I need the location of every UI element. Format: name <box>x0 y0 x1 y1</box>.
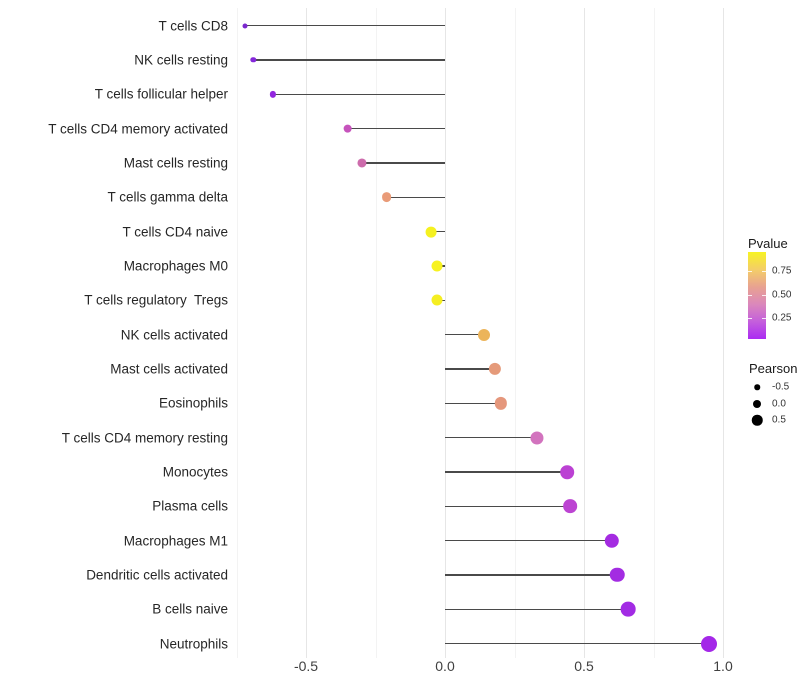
pearson-legend-key-dot <box>754 384 760 390</box>
x-tick-label: 1.0 <box>713 658 733 674</box>
lollipop-stem <box>445 471 568 473</box>
y-axis-label: Macrophages M0 <box>123 258 228 274</box>
colorbar-tick-mark <box>762 318 766 320</box>
y-axis-label: T cells regulatory Tregs <box>84 292 228 308</box>
y-axis-label: Monocytes <box>162 464 228 480</box>
y-axis-label: NK cells resting <box>134 52 228 68</box>
lollipop-dot <box>494 397 507 410</box>
lollipop-dot <box>357 158 367 168</box>
lollipop-stem <box>431 230 445 233</box>
lollipop-stem <box>445 574 618 576</box>
lollipop-dot <box>250 57 256 63</box>
lollipop-stem <box>347 127 445 130</box>
y-axis-label: Mast cells resting <box>123 155 228 171</box>
colorbar-tick-mark <box>748 294 752 296</box>
lollipop-dot <box>431 294 443 306</box>
gridline-minor <box>514 8 516 658</box>
pvalue-colorbar <box>748 252 766 339</box>
lollipop-dot <box>431 260 443 272</box>
y-axis-label: NK cells activated <box>120 327 228 343</box>
lollipop-stem <box>272 93 445 96</box>
y-axis-label: T cells CD4 memory resting <box>61 430 228 446</box>
lollipop-stem <box>445 608 629 611</box>
lollipop-stem <box>445 436 537 439</box>
y-axis-label: T cells CD8 <box>158 18 228 34</box>
lollipop-dot <box>621 601 636 617</box>
lollipop-dot <box>381 192 392 203</box>
lollipop-dot <box>242 23 248 29</box>
pearson-legend-key-dot <box>751 414 763 426</box>
colorbar-tick-mark <box>762 294 766 296</box>
lollipop-dot <box>343 124 353 134</box>
x-tick-label: 0.5 <box>574 658 594 674</box>
lollipop-dot <box>610 567 625 583</box>
y-axis-label: T cells follicular helper <box>94 86 228 102</box>
lollipop-stem <box>386 196 445 199</box>
y-axis-label: Neutrophils <box>159 636 228 652</box>
colorbar-tick-mark <box>762 271 766 273</box>
y-axis-label: T cells CD4 memory activated <box>48 121 228 137</box>
gridline-minor <box>653 8 655 658</box>
y-axis-label: Dendritic cells activated <box>86 567 228 583</box>
lollipop-stem <box>445 402 501 405</box>
lollipop-dot <box>563 499 577 514</box>
lollipop-stem <box>244 24 445 27</box>
lollipop-dot <box>269 91 276 98</box>
x-tick-label: 0.0 <box>435 658 455 674</box>
lollipop-dot <box>530 431 544 445</box>
gridline-major <box>445 8 446 658</box>
y-axis-label: Mast cells activated <box>110 361 228 377</box>
lollipop-dot <box>477 328 490 341</box>
pearson-legend-key-label: 0.0 <box>772 398 786 409</box>
lollipop-stem <box>445 505 571 508</box>
colorbar-tick-mark <box>748 318 752 320</box>
pearson-legend-key-dot <box>753 399 761 408</box>
lollipop-dot <box>604 533 619 548</box>
lollipop-dot <box>488 362 502 376</box>
colorbar-tick-label: 0.75 <box>772 265 792 277</box>
x-tick-label: -0.5 <box>293 658 319 674</box>
lollipop-dot <box>701 635 718 652</box>
pearson-legend-title: Pearson <box>749 361 798 376</box>
lollipop-dot <box>425 226 437 238</box>
y-axis-label: B cells naive <box>152 601 228 617</box>
lollipop-stem <box>445 333 484 336</box>
pvalue-legend-title: Pvalue <box>748 236 788 251</box>
lollipop-stem <box>445 642 710 645</box>
lollipop-stem <box>445 368 496 370</box>
lollipop-stem <box>361 162 445 164</box>
y-axis-label: T cells CD4 naive <box>122 224 228 240</box>
colorbar-tick-mark <box>748 271 752 273</box>
pearson-legend-key-label: -0.5 <box>772 381 790 393</box>
y-axis-label: Macrophages M1 <box>123 533 228 549</box>
gridline-major <box>306 8 307 658</box>
y-axis-label: Eosinophils <box>158 395 228 411</box>
gridline-major <box>584 8 585 658</box>
gridline-minor <box>375 8 377 658</box>
gridline-minor <box>236 8 238 658</box>
colorbar-tick-label: 0.50 <box>772 289 792 301</box>
lollipop-stem <box>445 539 612 542</box>
lollipop-stem <box>253 59 445 61</box>
y-axis-label: Plasma cells <box>152 498 228 514</box>
pearson-legend-key-label: 0.5 <box>772 414 786 426</box>
colorbar-tick-label: 0.25 <box>772 312 792 324</box>
y-axis-label: T cells gamma delta <box>107 189 228 205</box>
gridline-major <box>723 8 724 658</box>
lollipop-dot <box>560 465 575 479</box>
